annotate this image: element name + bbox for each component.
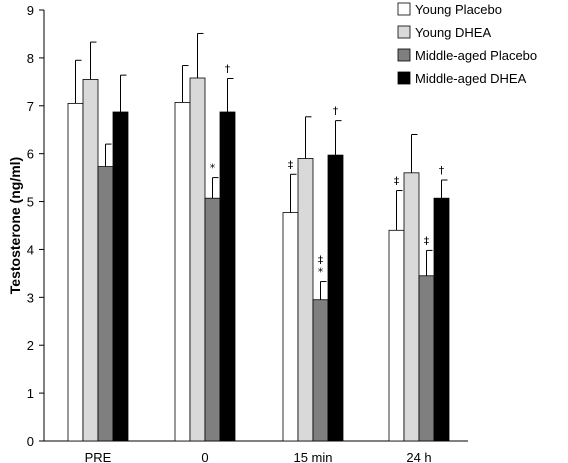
significance-annotation: † [333,105,339,118]
legend-label: Young Placebo [415,2,502,17]
y-tick-label: 7 [27,99,34,114]
legend-swatch [397,71,411,85]
legend: Young Placebo Young DHEA Middle-aged Place… [397,2,537,86]
bar [297,158,314,442]
bar [97,166,114,442]
bar [418,275,435,442]
y-tick-label: 9 [27,3,34,18]
x-tick-label: PRE [85,450,112,463]
y-tick-label: 5 [27,195,34,210]
bar [174,102,191,442]
bar [327,154,344,442]
bar [112,111,129,442]
y-tick-label: 1 [27,386,34,401]
y-axis: 0 1 2 3 4 5 6 7 8 9 [27,3,45,449]
bar [219,111,236,442]
y-tick-label: 4 [27,242,34,257]
significance-annotation: ‡ * [318,254,324,279]
significance-annotation: ‡ [424,234,430,247]
significance-annotation: † [225,62,231,75]
legend-label: Middle-aged Placebo [415,48,537,63]
y-tick-label: 0 [27,434,34,449]
bar [282,212,299,442]
legend-swatch [397,25,411,39]
bar [388,229,405,442]
legend-label: Young DHEA [415,25,491,40]
y-axis-label: Testosterone (ng/ml) [7,157,23,294]
significance-annotation: * [210,162,216,175]
legend-swatch [397,48,411,62]
significance-annotation: ‡ [288,158,294,171]
significance-annotation: ‡ [394,175,400,188]
bar [82,79,99,442]
bar [403,172,420,442]
y-tick-label: 2 [27,338,34,353]
bar [312,299,329,442]
significance-annotation: † [439,164,445,177]
bar [204,197,221,442]
bar [433,197,450,442]
bar-series-group: ‡‡*‡ *‡††† [67,32,450,442]
bar [189,77,206,442]
legend-swatch [397,2,411,16]
y-tick-label: 6 [27,147,34,162]
bar [67,102,84,442]
y-tick-label: 8 [27,51,34,66]
x-tick-label: 15 min [293,450,332,463]
x-axis: PRE 0 15 min 24 h [44,440,468,463]
legend-label: Middle-aged DHEA [415,71,527,86]
y-tick-label: 3 [27,290,34,305]
x-tick-label: 24 h [406,450,431,463]
x-tick-label: 0 [201,450,208,463]
